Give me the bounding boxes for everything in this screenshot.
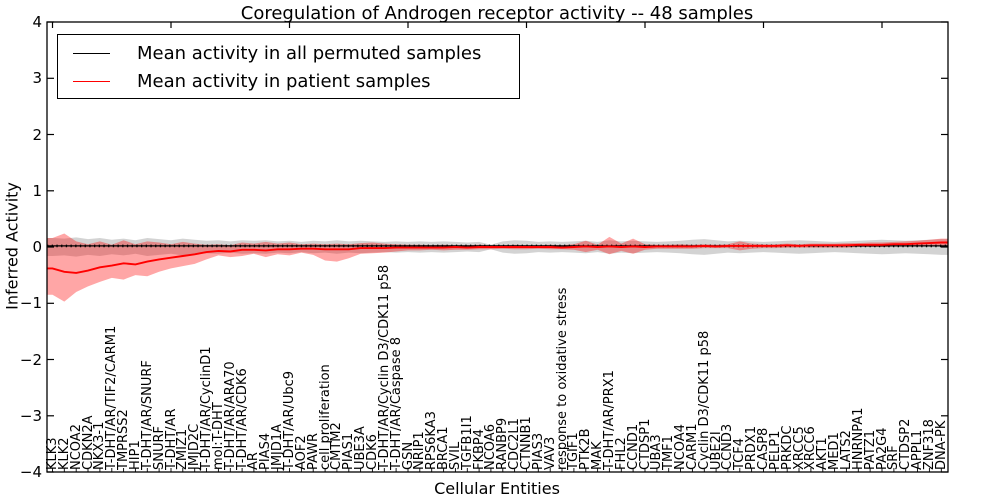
y-tick-label: 2 <box>32 126 42 144</box>
red-line-swatch <box>73 80 110 82</box>
x-tick-label: DNA-PK <box>933 420 949 470</box>
legend-label-permuted: Mean activity in all permuted samples <box>137 42 482 64</box>
y-tick-label: −2 <box>19 351 42 369</box>
patient-mean-line <box>47 241 948 274</box>
legend-entry-patient: Mean activity in patient samples <box>73 70 431 92</box>
x-axis-label: Cellular Entities <box>434 479 560 498</box>
y-tick-label: 3 <box>32 69 42 87</box>
y-tick-label: −4 <box>19 463 42 481</box>
legend-label-patient: Mean activity in patient samples <box>137 70 431 92</box>
chart-title: Coregulation of Androgen receptor activi… <box>240 3 754 24</box>
y-tick-label: −1 <box>19 294 42 312</box>
legend: Mean activity in all permuted samples Me… <box>57 34 520 99</box>
legend-entry-permuted: Mean activity in all permuted samples <box>73 42 481 64</box>
y-tick-label: 1 <box>32 182 42 200</box>
y-tick-label: 4 <box>32 13 42 31</box>
y-tick-label: 0 <box>32 238 42 256</box>
black-line-swatch <box>73 52 110 54</box>
y-tick-label: −3 <box>19 407 42 425</box>
